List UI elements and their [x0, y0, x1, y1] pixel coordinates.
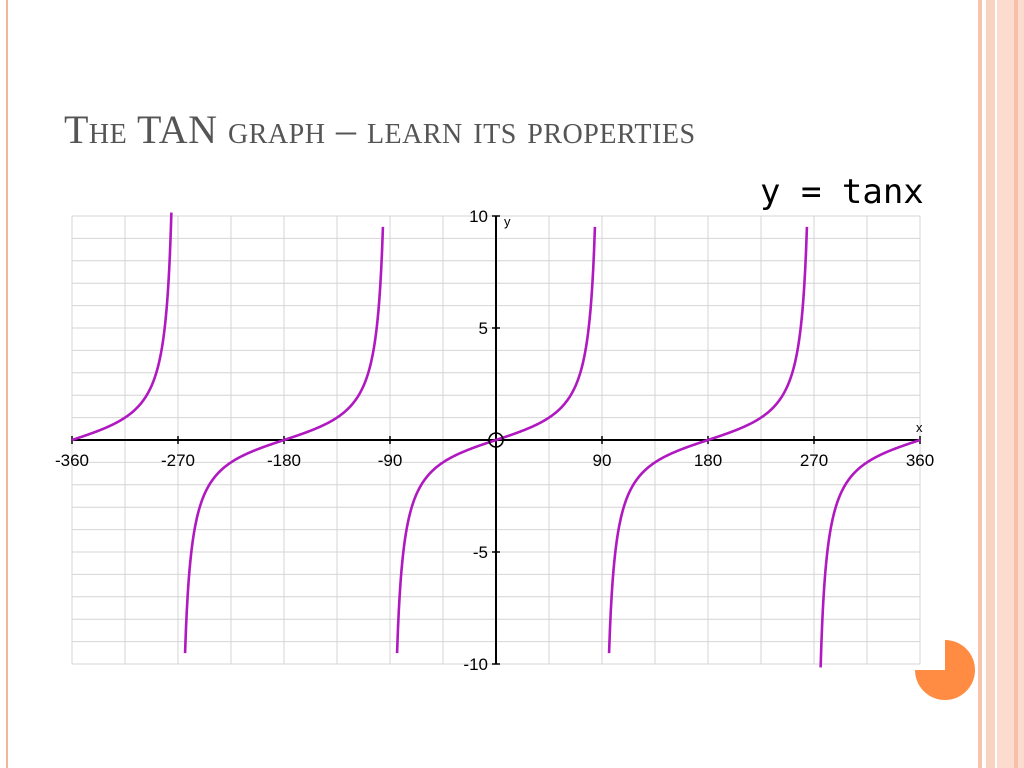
- x-tick-label: 180: [694, 451, 722, 470]
- slide-title: The TAN graph – learn its properties: [64, 107, 696, 152]
- y-tick-label: -5: [473, 543, 488, 562]
- x-axis-label: x: [916, 420, 923, 435]
- x-tick-label: -90: [378, 451, 403, 470]
- y-axis-label: y: [504, 214, 511, 229]
- tan-graph: -360 -270 -180 -90 90 180 270 360 -10 -5 5 10 x y: [55, 207, 934, 674]
- x-tick-label: 270: [800, 451, 828, 470]
- x-tick-label: -180: [267, 451, 301, 470]
- y-tick-label: 10: [469, 207, 488, 226]
- left-border-line: [6, 0, 8, 768]
- x-tick-label: 90: [593, 451, 612, 470]
- tan-curve-branch: [183, 226, 385, 654]
- x-tick-label: -360: [55, 451, 89, 470]
- equation-label: y = tanx: [760, 172, 924, 212]
- right-border-band: [997, 0, 1024, 768]
- right-border-band: [1014, 0, 1018, 768]
- x-tick-label: 360: [906, 451, 934, 470]
- right-border-band: [978, 0, 982, 768]
- y-tick-label: -10: [463, 655, 488, 674]
- tan-curve-branch: [819, 438, 921, 668]
- tan-curve-branch: [607, 226, 809, 654]
- origin-marker: [488, 432, 504, 448]
- x-tick-label: -270: [161, 451, 195, 470]
- tan-curve-branch: [395, 226, 597, 654]
- corner-pie-icon: [915, 640, 975, 700]
- right-border-band: [986, 0, 995, 768]
- tan-curve-branch: [71, 212, 173, 442]
- y-tick-label: 5: [479, 319, 488, 338]
- pie-sector: [915, 640, 975, 700]
